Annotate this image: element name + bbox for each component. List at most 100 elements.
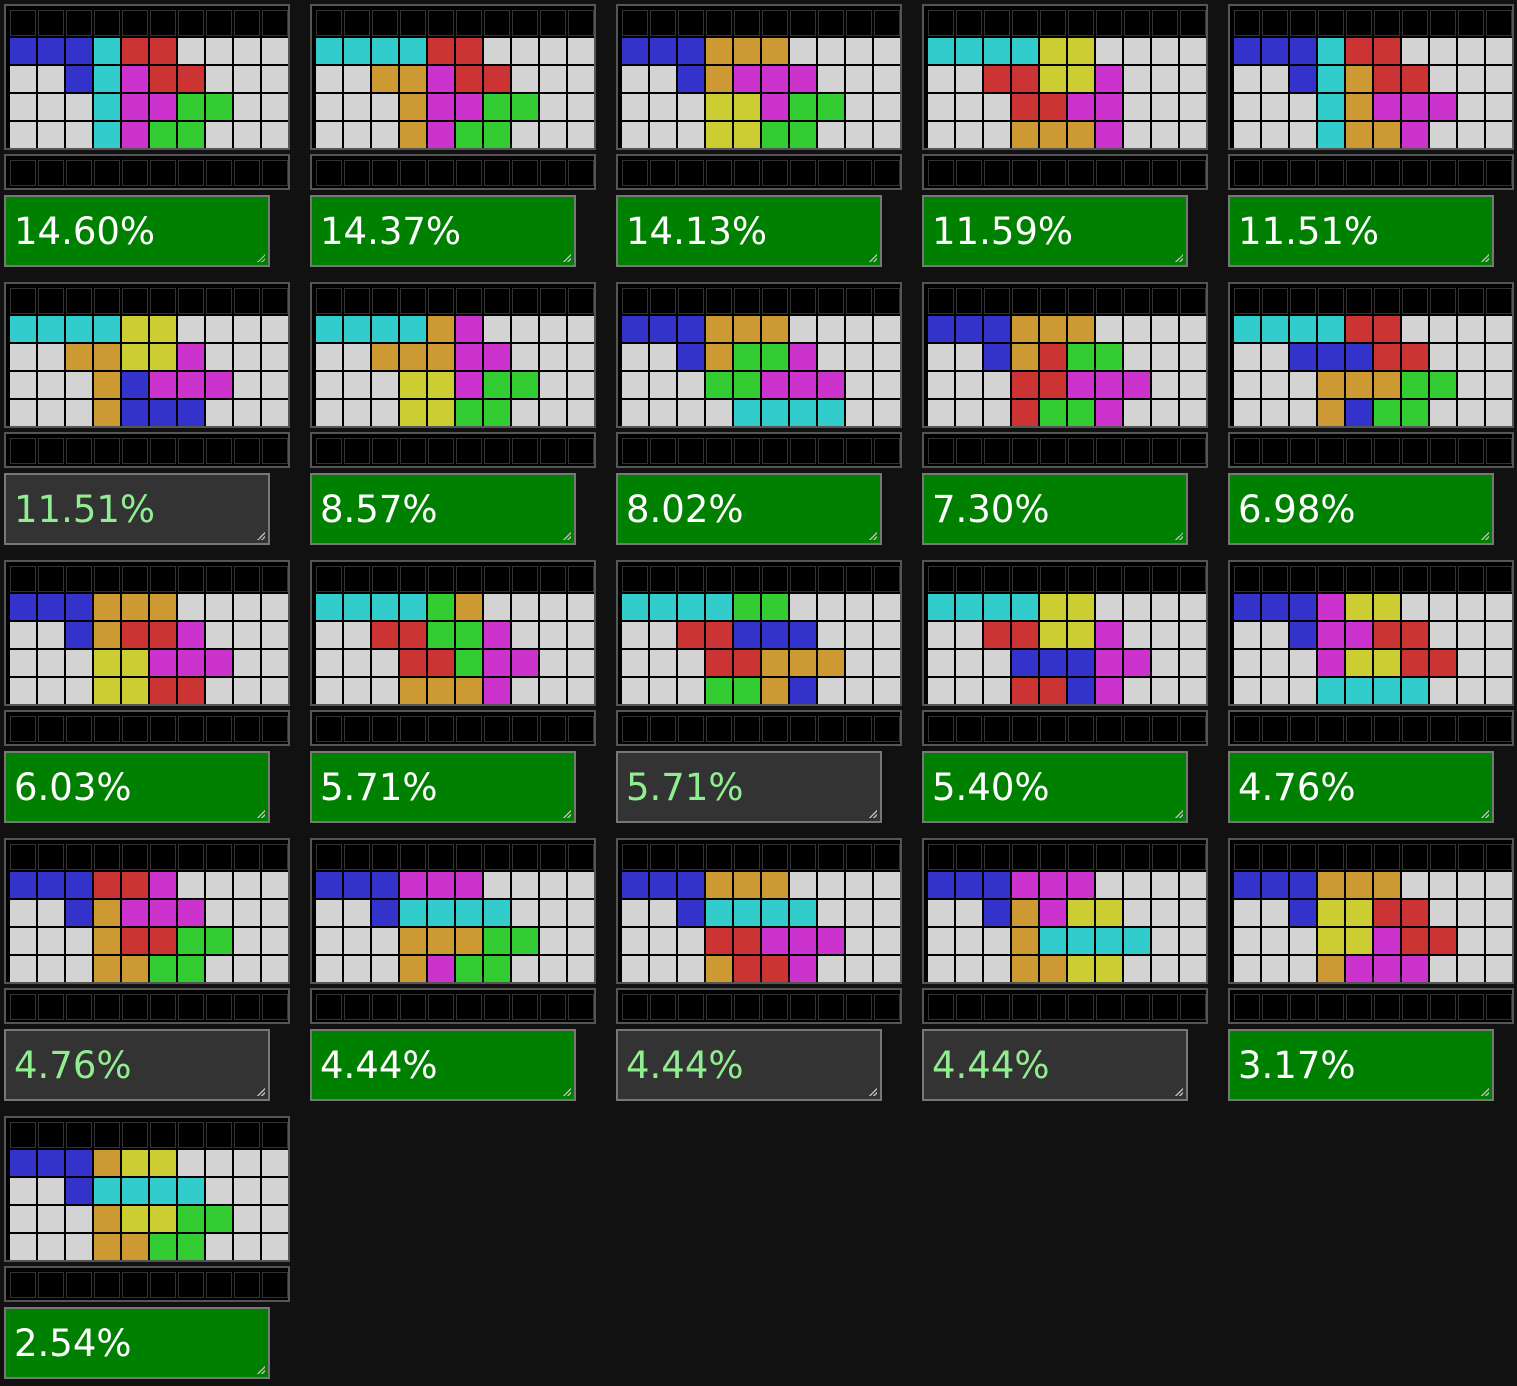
resize-grip-icon[interactable] xyxy=(1175,254,1183,262)
board-cell-filled xyxy=(1096,928,1122,954)
next-queue-strip xyxy=(4,154,290,190)
queue-cell xyxy=(122,994,148,1020)
resize-grip-icon[interactable] xyxy=(563,254,571,262)
solution-card: 5.40% xyxy=(920,558,1212,830)
board-cell-hidden xyxy=(10,10,36,36)
board-cell-hidden xyxy=(1152,10,1178,36)
resize-grip-icon[interactable] xyxy=(257,810,265,818)
board-cell-empty xyxy=(10,1206,36,1232)
queue-cell xyxy=(568,716,594,742)
resize-grip-icon[interactable] xyxy=(869,532,877,540)
probability-button[interactable]: 14.60% xyxy=(4,195,270,267)
board-cell-filled xyxy=(400,928,426,954)
board-cell-empty xyxy=(1124,344,1150,370)
resize-grip-icon[interactable] xyxy=(563,532,571,540)
board-cell-hidden xyxy=(122,844,148,870)
board-cell-empty xyxy=(984,956,1010,982)
resize-grip-icon[interactable] xyxy=(257,1088,265,1096)
board-cell-filled xyxy=(178,928,204,954)
resize-grip-icon[interactable] xyxy=(1175,532,1183,540)
board-cell-empty xyxy=(1124,316,1150,342)
probability-button[interactable]: 11.51% xyxy=(4,473,270,545)
board-cell-hidden xyxy=(262,1122,288,1148)
queue-cell xyxy=(678,160,704,186)
queue-cell xyxy=(1012,438,1038,464)
resize-grip-icon[interactable] xyxy=(1175,810,1183,818)
probability-button[interactable]: 4.44% xyxy=(922,1029,1188,1101)
board-cell-empty xyxy=(372,956,398,982)
board-cell-filled xyxy=(1096,678,1122,704)
probability-button[interactable]: 2.54% xyxy=(4,1307,270,1379)
board-cell-empty xyxy=(874,66,900,92)
probability-button[interactable]: 6.98% xyxy=(1228,473,1494,545)
probability-button[interactable]: 5.71% xyxy=(310,751,576,823)
board-cell-filled xyxy=(150,94,176,120)
board-cell-hidden xyxy=(10,288,36,314)
resize-grip-icon[interactable] xyxy=(869,810,877,818)
queue-cell xyxy=(568,160,594,186)
board-cell-filled xyxy=(790,650,816,676)
board-cell-filled xyxy=(762,872,788,898)
board-cell-filled xyxy=(94,38,120,64)
board-cell-empty xyxy=(540,594,566,620)
queue-cell xyxy=(1374,438,1400,464)
probability-button[interactable]: 7.30% xyxy=(922,473,1188,545)
piece-board xyxy=(922,838,1208,984)
probability-button[interactable]: 4.76% xyxy=(1228,751,1494,823)
resize-grip-icon[interactable] xyxy=(1481,254,1489,262)
probability-button[interactable]: 4.44% xyxy=(310,1029,576,1101)
probability-button[interactable]: 11.59% xyxy=(922,195,1188,267)
board-cell-filled xyxy=(456,344,482,370)
probability-button[interactable]: 4.44% xyxy=(616,1029,882,1101)
board-cell-empty xyxy=(846,956,872,982)
board-cell-filled xyxy=(622,38,648,64)
probability-button[interactable]: 5.71% xyxy=(616,751,882,823)
board-cell-empty xyxy=(1180,400,1206,426)
resize-grip-icon[interactable] xyxy=(1481,532,1489,540)
probability-button[interactable]: 5.40% xyxy=(922,751,1188,823)
resize-grip-icon[interactable] xyxy=(869,1088,877,1096)
queue-cell xyxy=(706,438,732,464)
board-cell-empty xyxy=(650,400,676,426)
board-cell-empty xyxy=(1096,38,1122,64)
board-cell-empty xyxy=(178,594,204,620)
board-cell-filled xyxy=(484,956,510,982)
resize-grip-icon[interactable] xyxy=(1175,1088,1183,1096)
board-cell-filled xyxy=(456,650,482,676)
resize-grip-icon[interactable] xyxy=(563,810,571,818)
board-cell-filled xyxy=(1012,316,1038,342)
board-cell-filled xyxy=(762,400,788,426)
board-cell-filled xyxy=(984,38,1010,64)
board-cell-empty xyxy=(1486,38,1512,64)
board-cell-empty xyxy=(1430,900,1456,926)
board-cell-empty xyxy=(928,928,954,954)
board-cell-empty xyxy=(1152,94,1178,120)
board-cell-empty xyxy=(1234,372,1260,398)
resize-grip-icon[interactable] xyxy=(563,1088,571,1096)
board-cell-empty xyxy=(928,66,954,92)
board-cell-empty xyxy=(344,928,370,954)
probability-button[interactable]: 8.02% xyxy=(616,473,882,545)
resize-grip-icon[interactable] xyxy=(257,254,265,262)
resize-grip-icon[interactable] xyxy=(1481,810,1489,818)
board-cell-filled xyxy=(678,344,704,370)
next-queue-strip xyxy=(4,710,290,746)
board-cell-empty xyxy=(1290,928,1316,954)
resize-grip-icon[interactable] xyxy=(257,1366,265,1374)
probability-button[interactable]: 14.13% xyxy=(616,195,882,267)
probability-button[interactable]: 14.37% xyxy=(310,195,576,267)
resize-grip-icon[interactable] xyxy=(869,254,877,262)
board-cell-filled xyxy=(1012,400,1038,426)
probability-button[interactable]: 3.17% xyxy=(1228,1029,1494,1101)
board-cell-filled xyxy=(1096,956,1122,982)
board-cell-empty xyxy=(38,1178,64,1204)
probability-button[interactable]: 8.57% xyxy=(310,473,576,545)
probability-button[interactable]: 4.76% xyxy=(4,1029,270,1101)
board-cell-filled xyxy=(178,94,204,120)
resize-grip-icon[interactable] xyxy=(1481,1088,1489,1096)
probability-button[interactable]: 11.51% xyxy=(1228,195,1494,267)
board-cell-empty xyxy=(1458,594,1484,620)
probability-button[interactable]: 6.03% xyxy=(4,751,270,823)
resize-grip-icon[interactable] xyxy=(257,532,265,540)
probability-label: 14.37% xyxy=(320,209,462,253)
